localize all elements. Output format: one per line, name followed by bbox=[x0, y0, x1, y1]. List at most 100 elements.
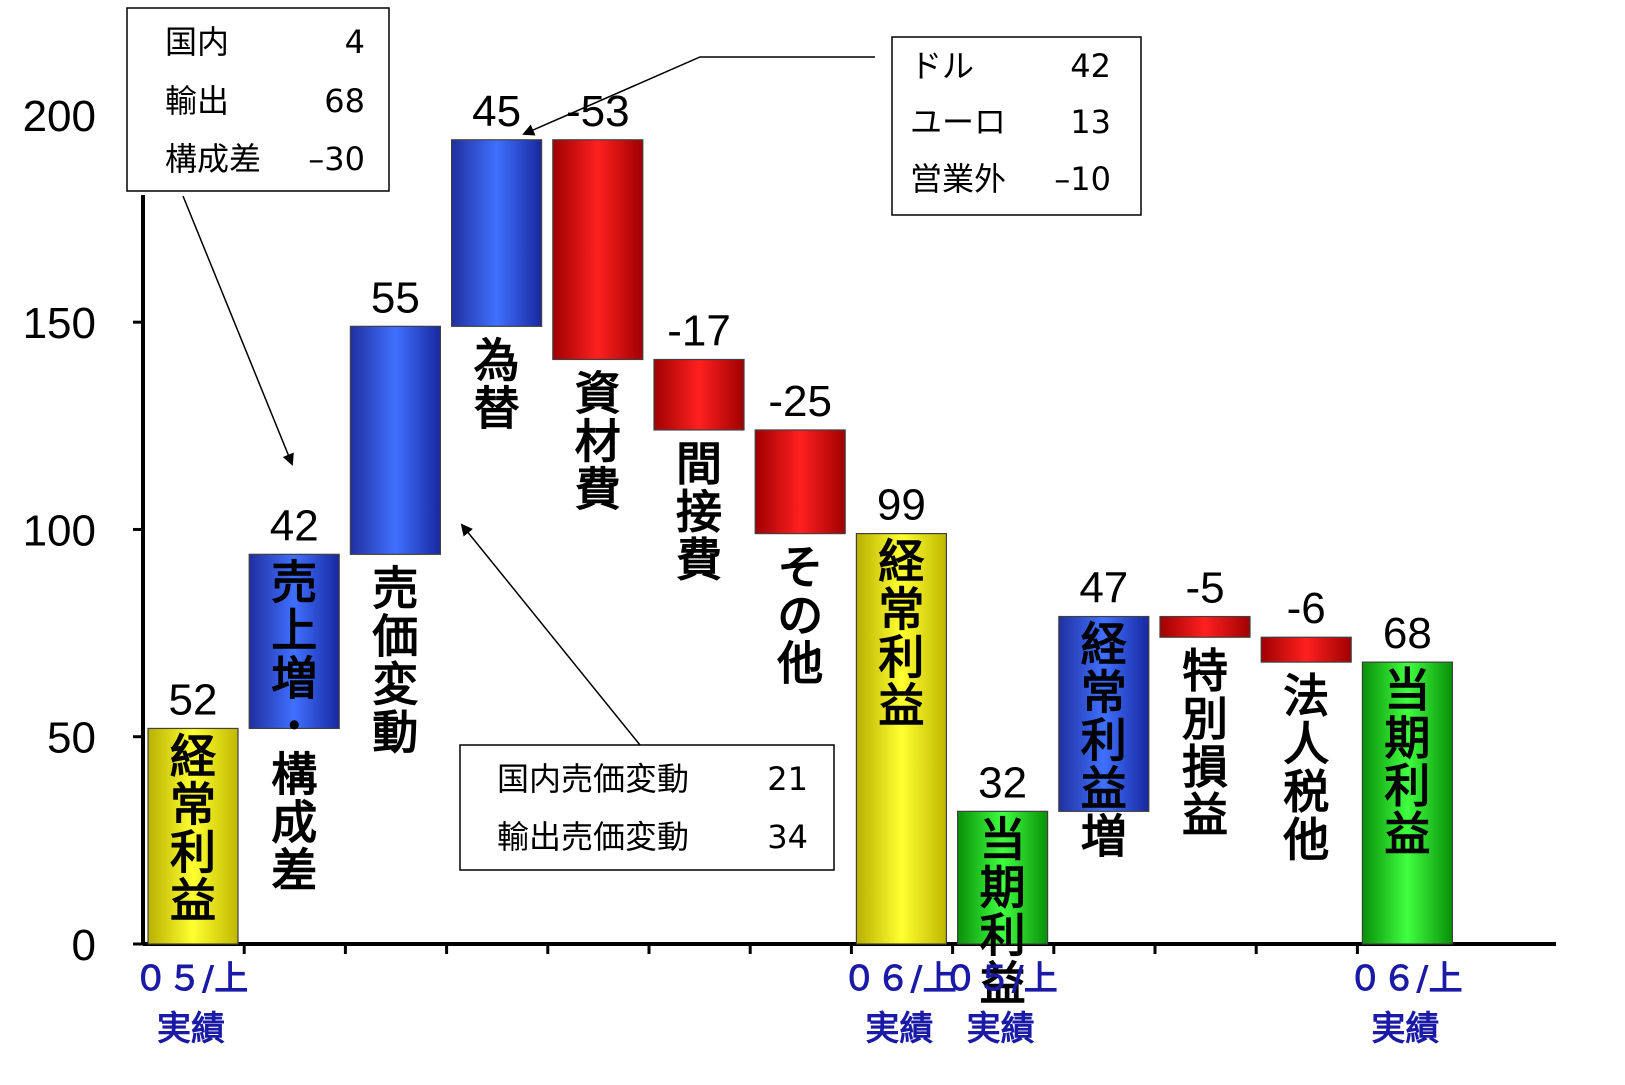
period-label-line2: 実績 bbox=[157, 1009, 225, 1049]
bar-category-label: 人 bbox=[1283, 717, 1329, 771]
bar-value-label: -17 bbox=[667, 306, 731, 355]
bars bbox=[147, 139, 1454, 945]
y-tick-label: 0 bbox=[72, 921, 96, 970]
bar-labels: 52経常利益42売上増･構成差55売価変動45為替-53資材費-17間接費-25… bbox=[134, 87, 1463, 1049]
bar-decrease bbox=[1159, 615, 1251, 638]
annotation-value: 13 bbox=[1070, 103, 1111, 141]
bar-category-label: 常 bbox=[878, 583, 924, 637]
bar-category-label: 材 bbox=[575, 414, 621, 468]
period-label-line1: ０５/上 bbox=[943, 959, 1057, 999]
bar-category-label: 法 bbox=[1283, 669, 1329, 723]
annotation-value: 42 bbox=[1070, 47, 1111, 85]
bar-category-label: 税 bbox=[1283, 765, 1329, 819]
bar-category-label: 売 bbox=[372, 561, 418, 615]
annotation-value: 21 bbox=[767, 760, 808, 798]
period-label-line1: ０６/上 bbox=[842, 959, 956, 999]
bar-category-label: 益 bbox=[170, 873, 216, 927]
y-tick-label: 200 bbox=[23, 92, 96, 141]
annotation-value: –30 bbox=[308, 140, 365, 178]
bar-category-label: 費 bbox=[575, 462, 621, 516]
y-tick-label: 100 bbox=[23, 506, 96, 555]
bar-category-label: 益 bbox=[980, 956, 1026, 1010]
bar-increase bbox=[248, 553, 340, 730]
period-label-line2: 実績 bbox=[1371, 1009, 1439, 1049]
bar-decrease bbox=[754, 429, 846, 535]
annotation-key: 国内売価変動 bbox=[497, 760, 689, 798]
bar-value-label: 52 bbox=[169, 675, 218, 724]
bar-category-label: 期 bbox=[980, 860, 1026, 914]
bar-category-label: 特 bbox=[1182, 644, 1228, 698]
bar-value-label: 47 bbox=[1079, 564, 1128, 613]
annotation-box bbox=[126, 7, 390, 192]
annotation-key: 国内 bbox=[165, 23, 229, 61]
annotation-value: 34 bbox=[767, 818, 808, 856]
bar-category-label: 替 bbox=[474, 381, 520, 435]
bar-category-label: 売 bbox=[271, 555, 317, 609]
bar-category-label: 為 bbox=[474, 333, 520, 387]
y-tick-label: 150 bbox=[23, 299, 96, 348]
bar-decrease bbox=[1260, 636, 1352, 663]
bar-value-label: 45 bbox=[472, 87, 521, 136]
bar-category-label: 上 bbox=[271, 603, 317, 657]
y-tick-label: 50 bbox=[47, 714, 96, 763]
bar-category-label: 動 bbox=[372, 705, 418, 759]
bar-category-label: 資 bbox=[575, 366, 621, 420]
annotation-key: ドル bbox=[910, 47, 974, 85]
bar-category-label: 常 bbox=[170, 777, 216, 831]
bar-value-label: -6 bbox=[1287, 584, 1326, 633]
bar-category-label: 利 bbox=[1384, 759, 1430, 813]
bar-category-label: 差 bbox=[271, 843, 317, 897]
bar-category-label: 益 bbox=[878, 679, 924, 733]
bar-category-label: 別 bbox=[1182, 692, 1228, 746]
annotation-key: 営業外 bbox=[910, 160, 1006, 198]
bar-category-label: 益 bbox=[1182, 788, 1228, 842]
bar-decrease bbox=[653, 358, 745, 431]
bar-category-label: 構 bbox=[271, 747, 317, 801]
annotation-box bbox=[891, 36, 1142, 216]
annotation-key: 輸出 bbox=[165, 82, 229, 120]
bar-category-label: 期 bbox=[1384, 711, 1430, 765]
bar-category-label: 損 bbox=[1182, 740, 1228, 794]
bar-category-label: 利 bbox=[1081, 714, 1127, 768]
annotation-box bbox=[459, 744, 835, 871]
bar-category-label: 経 bbox=[1081, 618, 1128, 672]
bar-category-label: 当 bbox=[980, 812, 1026, 866]
annotation-arrow bbox=[182, 195, 294, 466]
annotation-key: ユーロ bbox=[910, 103, 1006, 141]
bar-category-label: 増 bbox=[271, 651, 317, 705]
period-label-line2: 実績 bbox=[865, 1009, 933, 1049]
bar-net bbox=[956, 810, 1049, 945]
bar-increase bbox=[349, 325, 441, 555]
bar-category-label: 間 bbox=[676, 437, 722, 491]
annotation-key: 構成差 bbox=[165, 140, 261, 178]
annotations: 国内 4 輸出 68 構成差 –30 ドル 42 ユーロ 13 営業外 –10 国内売価変動 21 輸出売価… bbox=[126, 7, 1142, 871]
bar-total bbox=[147, 727, 239, 945]
bar-value-label: -25 bbox=[768, 377, 832, 426]
annotation-value: 4 bbox=[345, 23, 365, 61]
bar-total bbox=[855, 532, 948, 945]
bar-category-label: 費 bbox=[676, 533, 722, 587]
bar-category-label: 益 bbox=[1081, 762, 1127, 816]
bar-category-label: 当 bbox=[1384, 663, 1430, 717]
bar-category-label: 利 bbox=[980, 908, 1026, 962]
bar-category-label: 接 bbox=[676, 485, 722, 539]
annotation-arrow bbox=[522, 56, 875, 136]
bar-category-label: ･ bbox=[283, 699, 306, 753]
axes: 0 50 100 150 200 bbox=[23, 92, 1556, 970]
bar-value-label: 42 bbox=[270, 501, 319, 550]
bar-category-label: 常 bbox=[1081, 666, 1127, 720]
bar-category-label: 利 bbox=[878, 631, 924, 685]
bar-value-label: 99 bbox=[877, 481, 926, 530]
bar-value-label: -5 bbox=[1185, 564, 1224, 613]
bar-category-label: 他 bbox=[1282, 813, 1329, 867]
annotation-value: 68 bbox=[324, 82, 365, 120]
bar-category-label: 経 bbox=[878, 535, 925, 589]
bar-category-label: 価 bbox=[371, 609, 418, 663]
bar-value-label: 68 bbox=[1383, 609, 1432, 658]
annotation-price: 国内売価変動 21 輸出売価変動 34 bbox=[459, 523, 835, 871]
bar-category-label: 経 bbox=[170, 729, 217, 783]
bar-value-label: 55 bbox=[371, 273, 420, 322]
bar-decrease bbox=[552, 139, 644, 361]
bar-value-label: 32 bbox=[978, 758, 1027, 807]
